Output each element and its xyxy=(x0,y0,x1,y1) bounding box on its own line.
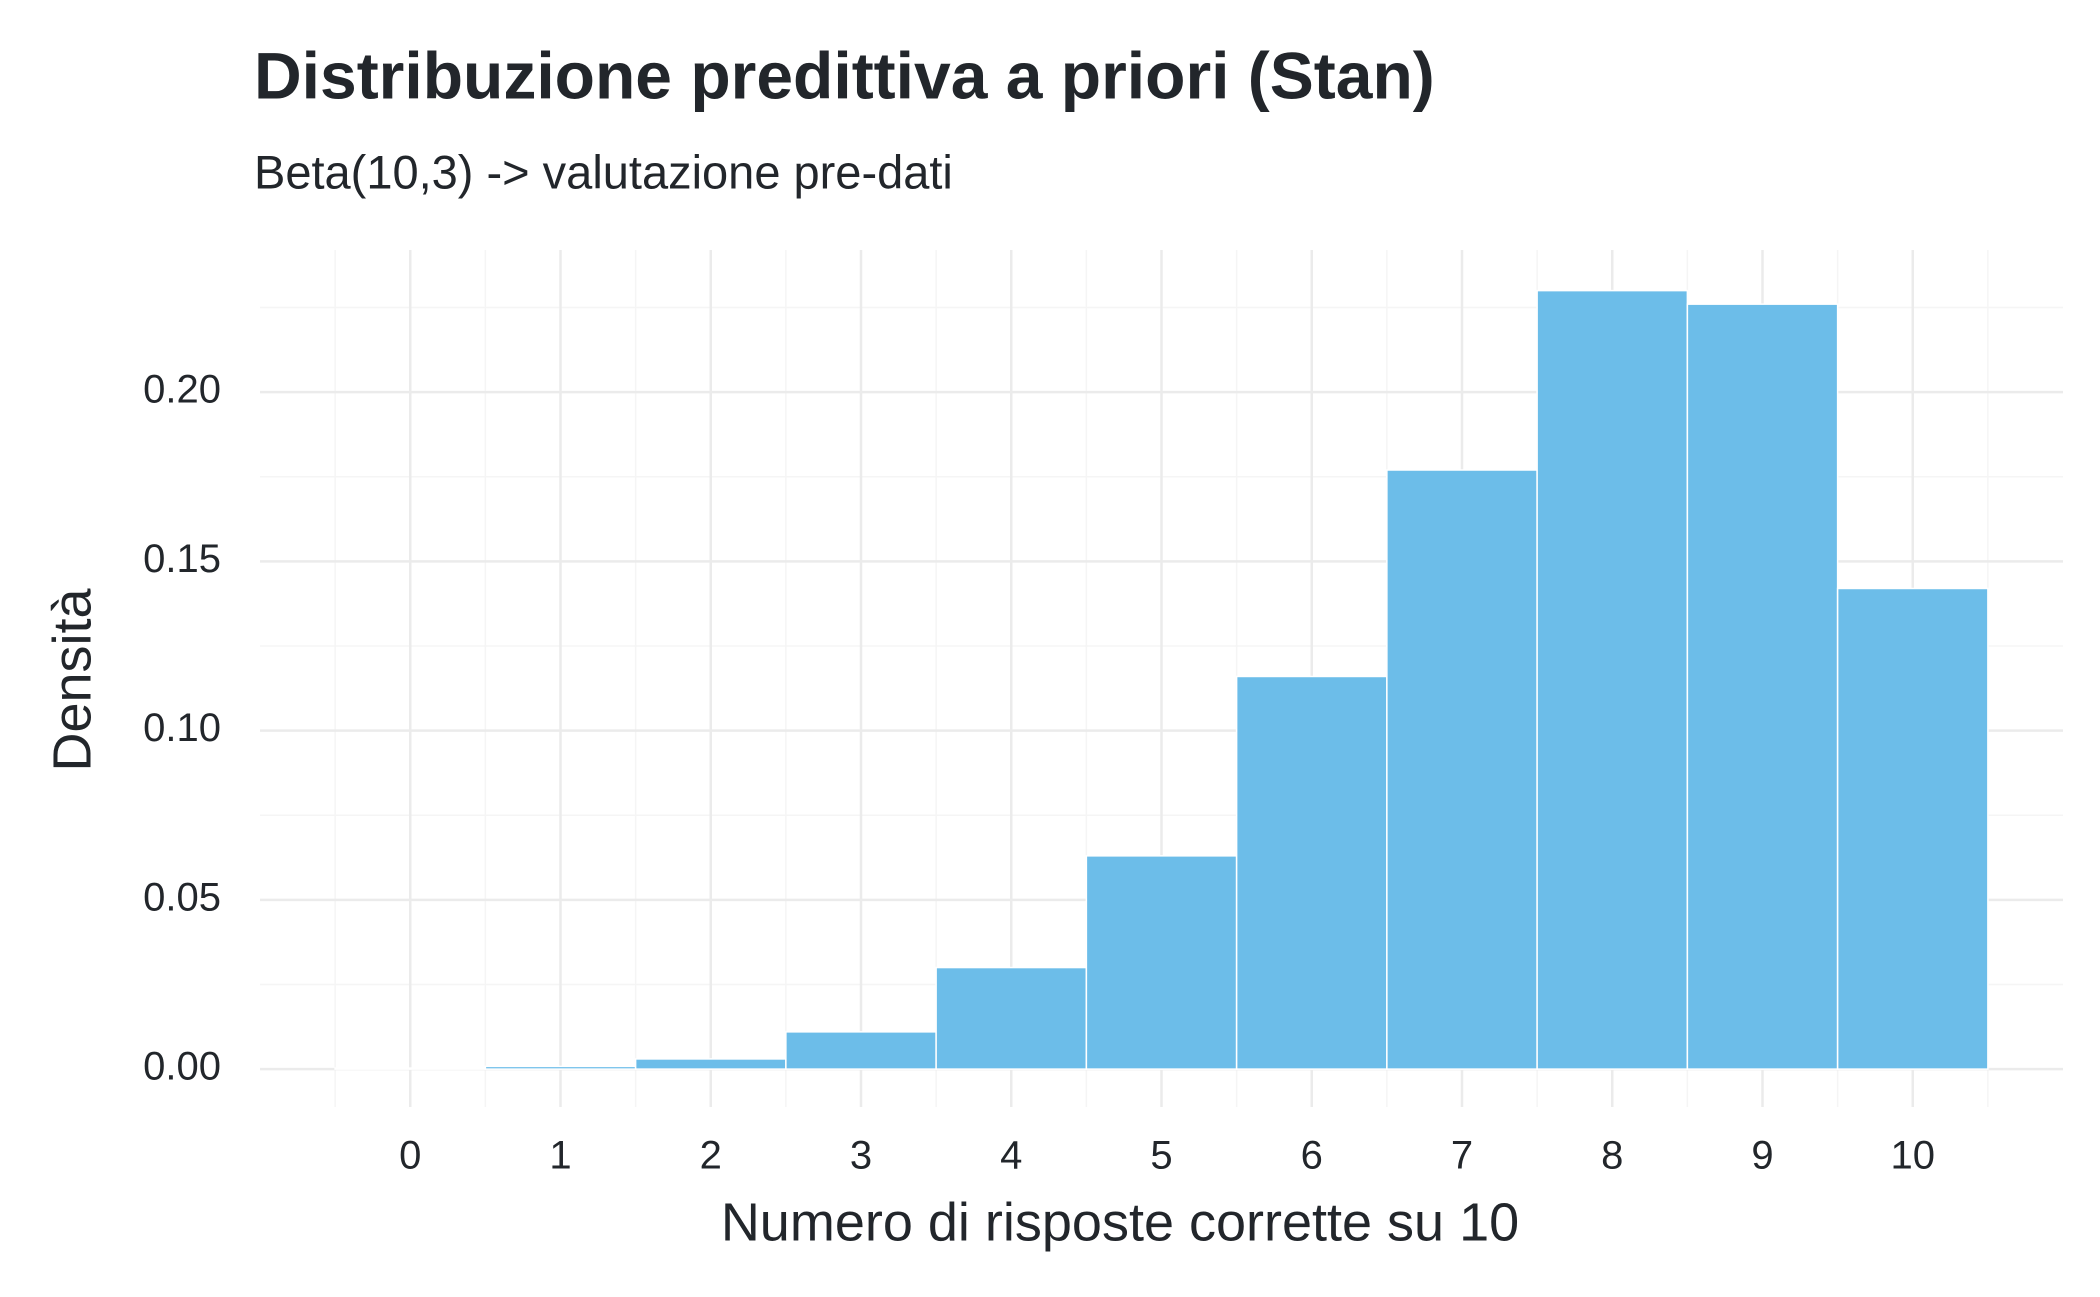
bar xyxy=(484,1065,637,1070)
y-tick-label: 0.05 xyxy=(143,875,221,919)
bar xyxy=(1836,587,1989,1070)
bar xyxy=(785,1031,937,1070)
x-tick-label: 1 xyxy=(549,1134,571,1178)
x-tick-label: 0 xyxy=(399,1134,421,1178)
bar xyxy=(1536,289,1689,1070)
bar xyxy=(1235,675,1388,1070)
bar xyxy=(1386,469,1538,1070)
y-tick-label: 0.10 xyxy=(143,706,221,750)
bar xyxy=(935,966,1088,1070)
chart-title: Distribuzione predittiva a priori (Stan) xyxy=(254,38,1435,112)
x-tick-label: 2 xyxy=(700,1134,722,1178)
y-axis-title: Densità xyxy=(42,587,102,771)
bars xyxy=(334,289,1989,1070)
x-tick-label: 8 xyxy=(1601,1134,1623,1178)
tick-labels: 0.00 0.05 0.10 0.15 0.20 0 1 2 3 4 5 6 7 8 9 10 xyxy=(143,368,1935,1178)
x-axis-title: Numero di risposte corrette su 10 xyxy=(721,1192,1519,1252)
x-tick-label: 10 xyxy=(1891,1134,1936,1178)
x-tick-label: 9 xyxy=(1751,1134,1773,1178)
bar xyxy=(1686,303,1839,1070)
chart-subtitle: Beta(10,3) -> valutazione pre-dati xyxy=(254,145,953,198)
x-tick-label: 5 xyxy=(1150,1134,1172,1178)
y-tick-label: 0.20 xyxy=(143,368,221,412)
bar xyxy=(634,1058,787,1070)
y-tick-label: 0.15 xyxy=(143,537,221,581)
bar xyxy=(334,1067,487,1070)
x-tick-label: 3 xyxy=(850,1134,872,1178)
x-tick-label: 7 xyxy=(1451,1134,1473,1178)
bar xyxy=(1085,855,1238,1070)
y-tick-label: 0.00 xyxy=(143,1045,221,1089)
x-tick-label: 4 xyxy=(1000,1134,1022,1178)
x-tick-label: 6 xyxy=(1301,1134,1323,1178)
